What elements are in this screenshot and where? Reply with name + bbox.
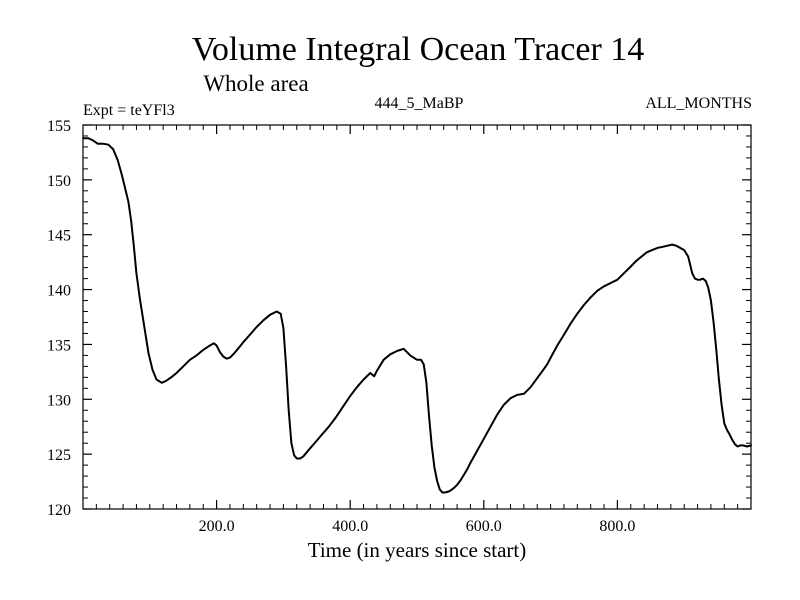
run-label: 444_5_MaBP [375,95,464,112]
experiment-label: Expt = teYFl3 [83,102,175,119]
y-tick-labels: 120 125 130 135 140 145 150 155 [47,118,71,519]
y-tick-label: 120 [47,502,71,519]
months-label: ALL_MONTHS [645,95,752,112]
axis-ticks [83,124,751,510]
x-tick-label: 400.0 [332,518,368,535]
x-tick-label: 600.0 [466,518,502,535]
chart-title: Volume Integral Ocean Tracer 14 [192,31,645,68]
y-tick-label: 140 [47,283,71,300]
y-tick-label: 130 [47,392,71,409]
series-line [82,137,752,494]
x-tick-label: 200.0 [199,518,235,535]
y-tick-label: 150 [47,173,71,190]
x-tick-label: 800.0 [599,518,635,535]
y-tick-label: 135 [47,337,71,354]
plot-frame [82,124,752,510]
x-axis-label: Time (in years since start) [308,538,527,562]
y-tick-label: 145 [47,228,71,245]
y-tick-label: 125 [47,447,71,464]
x-tick-labels: 200.0 400.0 600.0 800.0 [199,518,636,535]
y-tick-label: 155 [47,118,71,135]
chart-subtitle: Whole area [203,71,308,96]
